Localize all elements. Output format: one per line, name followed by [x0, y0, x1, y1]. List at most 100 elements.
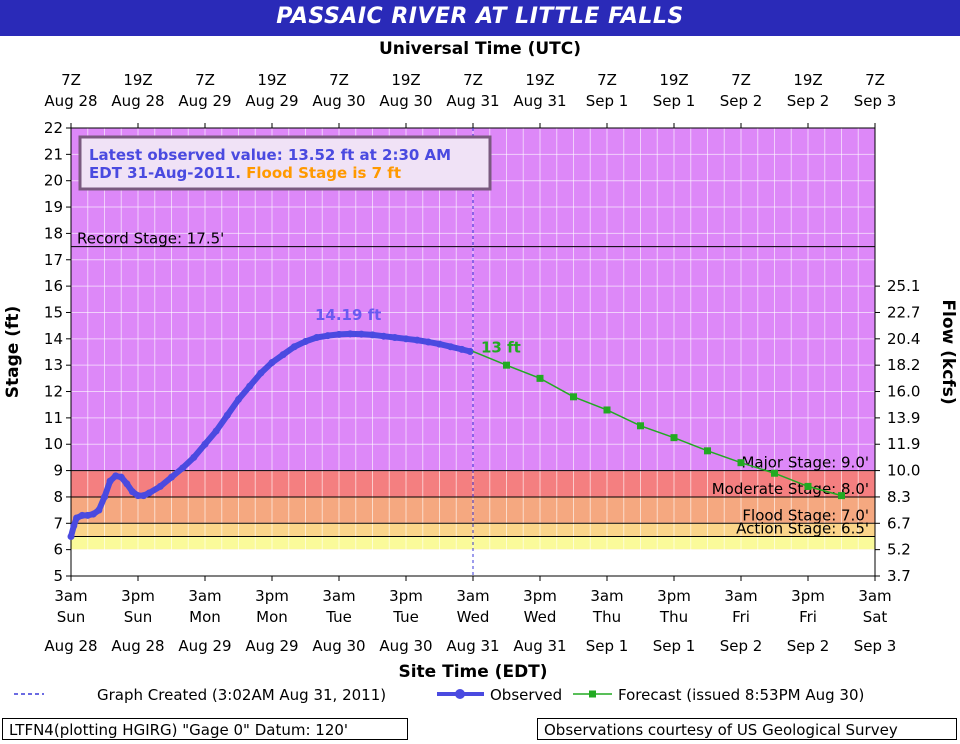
- top-tick-date: Sep 2: [787, 92, 830, 110]
- legend-forecast-marker: [589, 690, 596, 698]
- bottom-axis-title: Site Time (EDT): [398, 662, 547, 682]
- top-tick-label: 7Z: [463, 71, 483, 89]
- x-tick-date: Aug 29: [245, 637, 298, 655]
- top-tick-label: 19Z: [659, 71, 688, 89]
- observed-point: [223, 411, 231, 419]
- x-tick-label: 3am: [54, 587, 87, 605]
- observed-point: [145, 489, 153, 497]
- observed-point: [391, 334, 399, 342]
- observed-point: [413, 336, 421, 344]
- forecast-point: [670, 434, 678, 442]
- observed-point: [335, 330, 343, 338]
- observed-point: [235, 395, 242, 403]
- x-tick-label: 3am: [456, 587, 489, 605]
- top-tick-date: Aug 28: [111, 92, 164, 110]
- info-box-flood-stage: Flood Stage is 7 ft: [246, 164, 401, 182]
- x-tick-day: Thu: [659, 608, 688, 626]
- flow-tick-label: 16.0: [887, 383, 920, 401]
- gage-datum-info: LTFN4(plotting HGIRG) "Gage 0" Datum: 12…: [2, 718, 408, 740]
- forecast-point: [771, 469, 778, 477]
- forecast-point: [637, 422, 644, 430]
- x-tick-date: Aug 28: [111, 637, 164, 655]
- top-tick-label: 19Z: [391, 71, 420, 89]
- x-tick-day: Fri: [732, 608, 750, 626]
- legend-observed-label: Observed: [490, 686, 562, 704]
- observed-point: [246, 382, 254, 390]
- info-box-line1: Latest observed value: 13.52 ft at 2:30 …: [89, 146, 451, 164]
- top-tick-date: Aug 31: [446, 92, 499, 110]
- x-tick-label: 3pm: [255, 587, 289, 605]
- observed-point: [369, 331, 376, 339]
- top-axis-title: Universal Time (UTC): [379, 39, 581, 59]
- observed-point: [268, 359, 276, 367]
- observed-point: [117, 473, 125, 481]
- top-tick-date: Sep 2: [720, 92, 763, 110]
- y-tick-label: 22: [44, 119, 63, 137]
- flow-tick-label: 3.7: [887, 567, 911, 585]
- observed-point: [123, 480, 131, 488]
- info-box: [78, 135, 492, 191]
- observed-point: [156, 482, 164, 490]
- x-tick-date: Aug 30: [379, 637, 432, 655]
- x-tick-day: Sun: [57, 608, 86, 626]
- flow-tick-label: 13.9: [887, 409, 920, 427]
- forecast-point: [704, 447, 711, 455]
- top-tick-label: 19Z: [525, 71, 554, 89]
- observed-point: [84, 511, 92, 519]
- top-tick-date: Sep 3: [854, 92, 897, 110]
- observed-point: [89, 510, 97, 518]
- legend-graph-created-label: Graph Created (3:02AM Aug 31, 2011): [97, 686, 386, 704]
- legend-forecast-label: Forecast (issued 8:53PM Aug 30): [618, 686, 864, 704]
- x-tick-label: 3pm: [121, 587, 155, 605]
- y-tick-label: 10: [44, 435, 63, 453]
- x-tick-day: Tue: [392, 608, 419, 626]
- y-tick-label: 5: [53, 567, 63, 585]
- observed-point: [112, 472, 120, 480]
- info-box-line2: EDT 31-Aug-2011. Flood Stage is 7 ft: [89, 164, 401, 182]
- x-tick-date: Sep 1: [653, 637, 696, 655]
- observed-point: [380, 332, 388, 340]
- observed-point: [67, 532, 75, 540]
- legend-observed-marker: [455, 689, 465, 699]
- observed-point: [357, 330, 365, 338]
- observed-point: [128, 488, 136, 496]
- top-tick-label: 7Z: [61, 71, 81, 89]
- x-tick-date: Aug 30: [312, 637, 365, 655]
- observed-point: [302, 337, 309, 345]
- data-source-credit: Observations courtesy of US Geological S…: [537, 718, 957, 740]
- observed-point: [313, 334, 321, 342]
- x-tick-date: Aug 31: [513, 637, 566, 655]
- top-tick-date: Aug 29: [245, 92, 298, 110]
- forecast-point: [838, 492, 845, 500]
- top-tick-label: 19Z: [123, 71, 152, 89]
- info-box-date: EDT 31-Aug-2011.: [89, 164, 246, 182]
- observed-point: [179, 464, 187, 472]
- chart-title: PASSAIC RIVER AT LITTLE FALLS: [276, 4, 684, 29]
- forecast-point: [603, 406, 611, 414]
- observed-point: [78, 511, 86, 519]
- x-tick-label: 3pm: [523, 587, 557, 605]
- y-tick-label: 13: [44, 356, 63, 374]
- flow-tick-label: 20.4: [887, 330, 920, 348]
- flow-tick-label: 18.2: [887, 356, 920, 374]
- y-tick-label: 20: [44, 172, 63, 190]
- y-tick-label: 8: [53, 488, 63, 506]
- observed-point: [95, 506, 103, 514]
- x-tick-day: Sat: [863, 608, 888, 626]
- forecast-point: [536, 374, 544, 382]
- y-tick-label: 6: [53, 541, 63, 559]
- y-tick-label: 7: [53, 514, 63, 532]
- x-tick-date: Aug 29: [178, 637, 231, 655]
- stage-label: Major Stage: 9.0': [741, 454, 869, 472]
- top-tick-label: 7Z: [597, 71, 617, 89]
- x-tick-label: 3am: [724, 587, 757, 605]
- observed-point: [201, 440, 209, 448]
- y-tick-label: 16: [44, 277, 63, 295]
- stage-label: Moderate Stage: 8.0': [712, 480, 869, 498]
- right-axis-title: Flow (kcfs): [938, 299, 958, 404]
- flow-tick-label: 5.2: [887, 541, 911, 559]
- x-tick-date: Sep 2: [787, 637, 830, 655]
- observed-point: [70, 522, 78, 530]
